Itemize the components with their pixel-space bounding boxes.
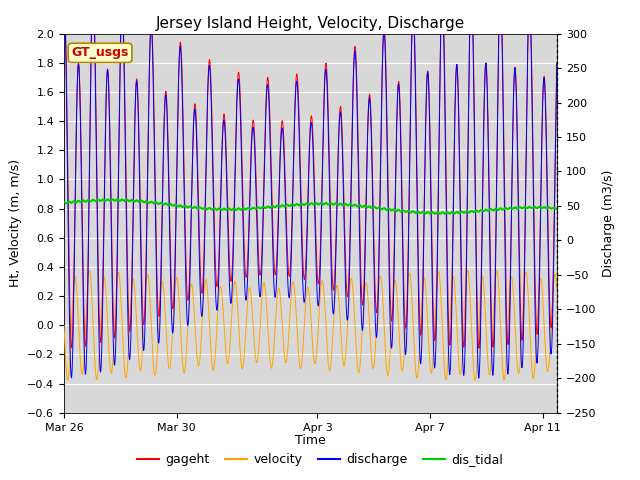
gageht <box>490 321 498 327</box>
discharge <box>553 60 561 66</box>
dis_tidal <box>250 205 257 211</box>
Y-axis label: Ht, Velocity (m, m/s): Ht, Velocity (m, m/s) <box>8 159 22 287</box>
discharge <box>146 62 154 68</box>
discharge <box>249 124 257 130</box>
gageht <box>543 179 551 185</box>
dis_tidal <box>553 206 561 212</box>
Line: velocity: velocity <box>64 270 557 380</box>
Title: Jersey Island Height, Velocity, Discharge: Jersey Island Height, Velocity, Discharg… <box>156 16 465 31</box>
Line: discharge: discharge <box>64 34 557 378</box>
gageht <box>116 57 124 62</box>
velocity <box>116 283 124 288</box>
Y-axis label: Discharge (m3/s): Discharge (m3/s) <box>602 169 615 277</box>
X-axis label: Time: Time <box>295 434 326 447</box>
discharge <box>116 56 124 62</box>
velocity <box>464 267 472 273</box>
velocity <box>60 323 68 328</box>
dis_tidal <box>436 211 444 216</box>
discharge <box>543 198 551 204</box>
discharge <box>60 31 68 36</box>
Legend: gageht, velocity, discharge, dis_tidal: gageht, velocity, discharge, dis_tidal <box>132 448 508 471</box>
velocity <box>146 287 154 292</box>
discharge <box>271 289 278 295</box>
velocity <box>471 377 479 383</box>
velocity <box>543 368 551 374</box>
gageht <box>475 345 483 351</box>
gageht <box>60 31 68 36</box>
gageht <box>249 118 257 123</box>
Line: dis_tidal: dis_tidal <box>64 199 557 214</box>
dis_tidal <box>146 200 154 205</box>
velocity <box>553 286 561 291</box>
dis_tidal <box>271 204 278 210</box>
dis_tidal <box>543 205 551 211</box>
gageht <box>553 60 561 66</box>
discharge <box>490 343 498 349</box>
gageht <box>271 265 278 271</box>
velocity <box>490 294 498 300</box>
Line: gageht: gageht <box>64 34 557 348</box>
gageht <box>146 62 154 68</box>
velocity <box>271 337 278 343</box>
Text: GT_usgs: GT_usgs <box>72 47 129 60</box>
dis_tidal <box>490 207 498 213</box>
dis_tidal <box>60 199 68 205</box>
dis_tidal <box>109 196 116 202</box>
discharge <box>475 375 483 381</box>
dis_tidal <box>116 198 124 204</box>
velocity <box>249 320 257 325</box>
